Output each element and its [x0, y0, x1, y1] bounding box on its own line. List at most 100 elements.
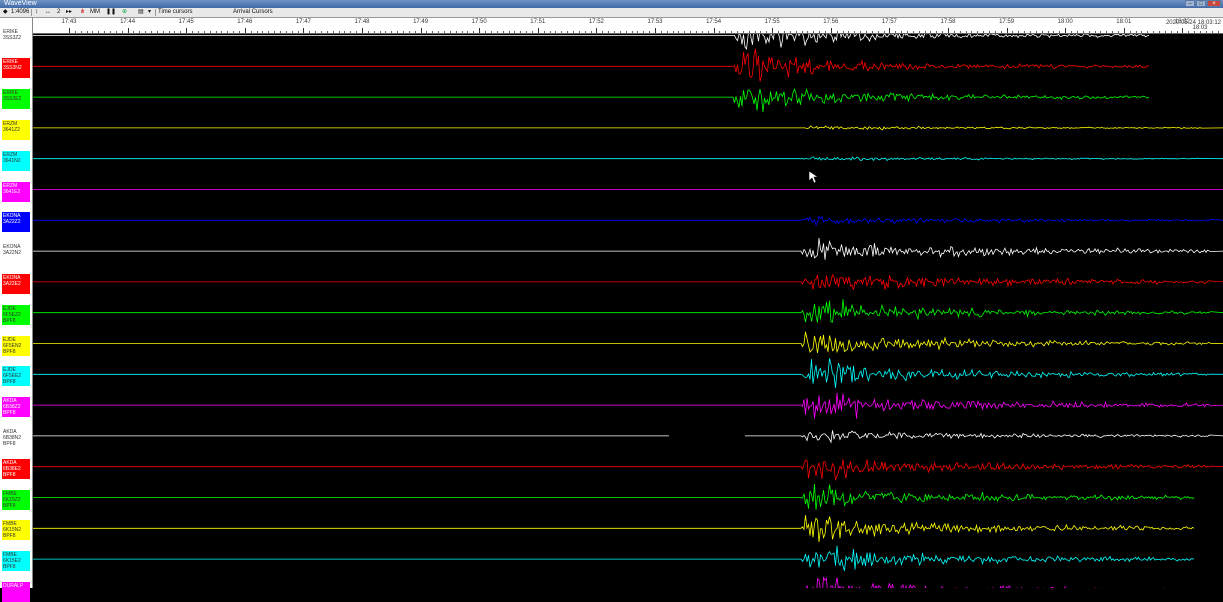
- time-tick-label: 17:48: [354, 19, 370, 25]
- channel-code: 3A22E2: [3, 280, 21, 287]
- time-tick-minor: [971, 31, 973, 33]
- time-tick-minor: [666, 31, 668, 33]
- time-tick-minor: [813, 31, 815, 33]
- channel-label[interactable]: ERZM 3641Z2: [2, 119, 30, 140]
- channel-label[interactable]: ERIKE 3SS3E2: [2, 89, 30, 110]
- pick-icon[interactable]: ⋔: [80, 9, 86, 15]
- time-tick-minor: [672, 31, 674, 33]
- time-tick-minor: [1199, 31, 1201, 33]
- time-tick-minor: [901, 31, 903, 33]
- channel-label[interactable]: EKONA 3A22E2: [2, 273, 30, 294]
- channel-label[interactable]: EKONA 3A22N2: [2, 243, 30, 264]
- time-tick-minor: [332, 31, 334, 33]
- time-tick-minor: [174, 31, 176, 33]
- time-tick-minor: [631, 31, 633, 33]
- time-tick-minor: [742, 31, 744, 33]
- channel-code: 6F5EZ2: [3, 311, 21, 318]
- channel-code: 3SS3Z2: [3, 34, 22, 41]
- channel-label[interactable]: AKDA 6B38N2 BPF8: [2, 427, 30, 448]
- pause-icon[interactable]: ❚❚: [106, 9, 117, 15]
- channel-label[interactable]: EJDE 6F5EN2 BPF8: [2, 335, 30, 356]
- waveform-trace: [33, 34, 1150, 51]
- time-tick-minor: [1059, 31, 1061, 33]
- time-tick-minor: [754, 31, 756, 33]
- window-title: WaveView: [4, 0, 37, 7]
- time-tick-label: 17:51: [530, 19, 546, 25]
- window-titlebar: WaveView – □ ×: [0, 0, 1223, 8]
- time-tick-minor: [197, 31, 199, 33]
- time-tick-minor: [1000, 31, 1002, 33]
- time-tick-minor: [1141, 31, 1143, 33]
- time-tick-minor: [133, 31, 135, 33]
- time-tick-minor: [233, 31, 235, 33]
- channel-name: ERIKE: [3, 28, 19, 35]
- waveform-trace: [33, 358, 1223, 388]
- vertical-scale-icon[interactable]: ↕: [35, 9, 38, 15]
- channel-label[interactable]: EJDE 6F5EE2 BPF8: [2, 366, 30, 387]
- time-tick-minor: [795, 31, 797, 33]
- time-tick-minor: [461, 31, 463, 33]
- time-tick-major: [596, 28, 598, 33]
- close-button[interactable]: ×: [1207, 0, 1221, 7]
- channel-code: 3SS3N2: [3, 65, 22, 72]
- time-tick-minor: [1088, 31, 1090, 33]
- zoom-level[interactable]: 1:4096: [11, 9, 30, 15]
- time-tick-minor: [397, 31, 399, 33]
- dropdown-arrow-icon[interactable]: ▾: [148, 9, 152, 15]
- arrival-cursors-mode[interactable]: Arrival Cursors: [233, 9, 273, 15]
- time-tick-minor: [719, 31, 721, 33]
- time-tick-minor: [684, 31, 686, 33]
- channel-label[interactable]: FMBE 6K15Z2 BPF8: [2, 489, 30, 510]
- time-tick-major: [537, 28, 539, 33]
- horizontal-scale-icon[interactable]: ↔: [45, 9, 51, 15]
- filter-icon[interactable]: ◆: [3, 9, 8, 15]
- jump-end-icon[interactable]: ▸▸: [66, 9, 73, 15]
- channel-name: FMBE: [3, 521, 17, 528]
- mm-toggle[interactable]: MM: [90, 9, 100, 15]
- time-tick-minor: [649, 31, 651, 33]
- time-tick-minor: [543, 31, 545, 33]
- channel-name: FMBE: [3, 552, 17, 559]
- time-tick-minor: [104, 31, 106, 33]
- time-tick-minor: [514, 31, 516, 33]
- maximize-button[interactable]: □: [1196, 0, 1206, 7]
- channel-label[interactable]: AKDA 6B38E2 BPF8: [2, 458, 30, 479]
- channel-code: 6B38E2: [3, 465, 21, 472]
- channel-label[interactable]: AKDA 6B38Z2 BPF8: [2, 397, 30, 418]
- channel-label[interactable]: EJDE 6F5EZ2 BPF8: [2, 304, 30, 325]
- time-tick-minor: [180, 31, 182, 33]
- time-tick-minor: [731, 31, 733, 33]
- channel-code: 6K15E2: [3, 558, 21, 565]
- channel-label[interactable]: DURALP: [2, 581, 30, 602]
- toolbar-number[interactable]: 2: [57, 9, 61, 15]
- channel-label[interactable]: ERIKE 3SS3Z2: [2, 27, 30, 48]
- channel-label[interactable]: FMBE 6K15E2 BPF8: [2, 551, 30, 572]
- locate-icon[interactable]: ⊕: [122, 9, 128, 15]
- channel-name: DURALP: [3, 582, 24, 589]
- time-tick-minor: [74, 31, 76, 33]
- channel-name: EKONA: [3, 244, 21, 251]
- channel-name: FMBE: [3, 490, 17, 497]
- time-tick-minor: [1076, 31, 1078, 33]
- channel-filter: BPF8: [3, 564, 16, 571]
- time-cursors-mode[interactable]: Time cursors: [158, 9, 193, 15]
- time-tick-minor: [156, 31, 158, 33]
- minimize-button[interactable]: –: [1185, 0, 1195, 7]
- time-tick-minor: [766, 31, 768, 33]
- time-tick-minor: [789, 31, 791, 33]
- channel-label[interactable]: FMBE 6K15N2 BPF8: [2, 520, 30, 541]
- channel-label[interactable]: EKONA 3A22Z2: [2, 212, 30, 233]
- channel-label[interactable]: ERZM 3641N2: [2, 150, 30, 171]
- time-tick-major: [1123, 28, 1125, 33]
- channel-code: 6F5EN2: [3, 342, 22, 349]
- time-tick-label: 18:02: [1174, 19, 1190, 25]
- seismogram-plot[interactable]: [33, 34, 1223, 588]
- time-tick-minor: [426, 31, 428, 33]
- channel-name: AKDA: [3, 398, 17, 405]
- channel-label[interactable]: ERZM 3641E2: [2, 181, 30, 202]
- time-tick-minor: [168, 31, 170, 33]
- print-icon[interactable]: ▤: [138, 9, 144, 15]
- channel-label[interactable]: ERIKE 3SS3N2: [2, 58, 30, 79]
- time-tick-minor: [238, 31, 240, 33]
- time-tick-label: 17:55: [764, 19, 780, 25]
